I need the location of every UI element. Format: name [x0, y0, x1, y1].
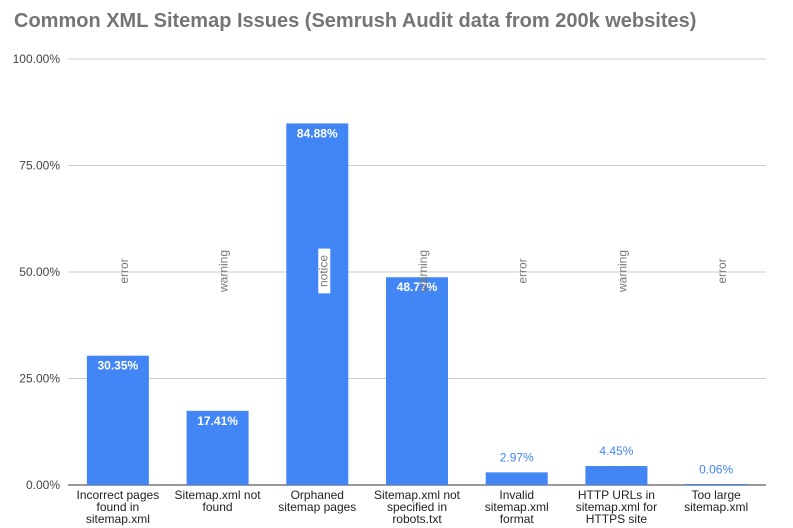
bar: [485, 472, 548, 485]
data-label: 0.06%: [699, 463, 733, 477]
annotation: notice: [316, 248, 331, 294]
y-tick-label: 100.00%: [13, 52, 61, 66]
category-label: sitemap.xml for: [576, 500, 657, 514]
data-label: 17.41%: [197, 414, 238, 428]
annotation-text: error: [516, 258, 530, 283]
category-label: found in: [97, 500, 140, 514]
annotation-text: error: [715, 258, 729, 283]
category-label: Sitemap.xml not: [175, 488, 262, 502]
chart-title: Common XML Sitemap Issues (Semrush Audit…: [14, 10, 697, 32]
annotation-text: warning: [615, 250, 629, 293]
y-tick-label: 75.00%: [19, 159, 60, 173]
annotation: error: [715, 258, 729, 283]
bar: [286, 123, 349, 486]
category-label: Invalid: [499, 488, 534, 502]
annotation-box: [318, 248, 331, 294]
bars: [86, 123, 748, 486]
data-label: 2.97%: [500, 450, 534, 464]
data-labels: 30.35% 17.41% 84.88% 48.77% 2.97% 4.45% 0.06%: [98, 126, 734, 476]
annotation: warning: [217, 250, 231, 293]
category-label: found: [203, 500, 233, 514]
annotation: error: [516, 258, 530, 283]
annotation-text: warning: [416, 250, 430, 293]
y-tick-label: 0.00%: [26, 478, 60, 492]
annotation-text: warning: [217, 250, 231, 293]
category-label: sitemap pages: [278, 500, 356, 514]
bar: [685, 484, 748, 485]
bar: [186, 410, 249, 485]
annotation-text: error: [117, 258, 131, 283]
bar: [585, 466, 648, 485]
data-label: 30.35%: [98, 359, 139, 373]
category-label: Incorrect pages: [76, 488, 159, 502]
bar: [86, 355, 149, 485]
annotation-text: notice: [316, 255, 330, 287]
y-axis-ticks: 0.00% 25.00% 50.00% 75.00% 100.00%: [13, 52, 61, 492]
category-label: sitemap.xml: [485, 500, 549, 514]
category-label: HTTP URLs in: [578, 488, 655, 502]
bar: [386, 277, 448, 485]
data-label: 48.77%: [397, 280, 438, 294]
data-label: 84.88%: [297, 126, 338, 140]
category-label: robots.txt: [392, 512, 442, 526]
category-label: Sitemap.xml not: [374, 488, 461, 502]
annotation: error: [117, 258, 131, 283]
data-label: 4.45%: [599, 444, 633, 458]
annotation: warning: [615, 250, 629, 293]
category-label: sitemap.xml: [684, 500, 748, 514]
category-label: specified in: [387, 500, 447, 514]
category-label: Orphaned: [291, 488, 344, 502]
category-label: format: [500, 512, 535, 526]
y-tick-label: 25.00%: [19, 372, 60, 386]
annotation: warning: [416, 250, 430, 293]
y-tick-label: 50.00%: [19, 265, 60, 279]
annotations: error warning notice warning error warning err…: [117, 248, 729, 294]
gridlines: [68, 58, 766, 486]
category-label: sitemap.xml: [86, 512, 150, 526]
category-label: HTTPS site: [586, 512, 648, 526]
category-label: Too large: [691, 488, 741, 502]
